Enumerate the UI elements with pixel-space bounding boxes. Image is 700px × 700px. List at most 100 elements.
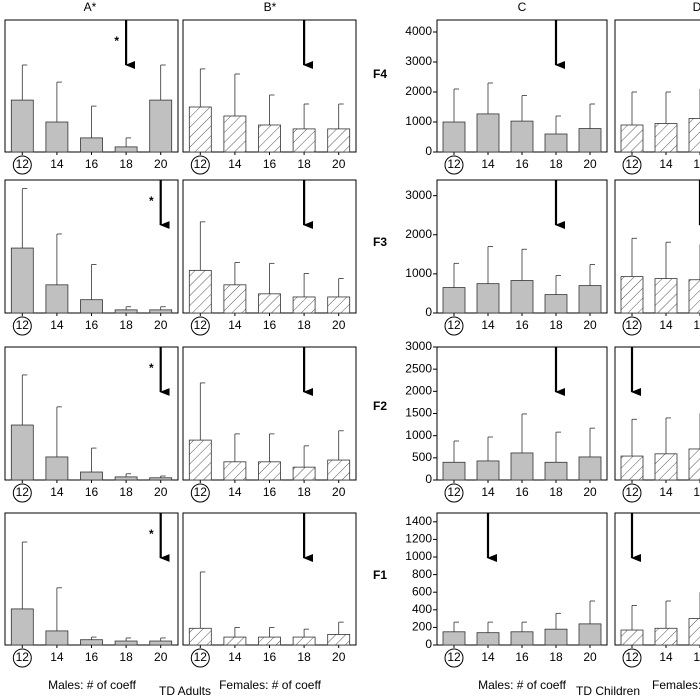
x-tick-label: 14 — [481, 157, 495, 171]
x-tick-label: 16 — [263, 650, 277, 664]
x-tick-label: 16 — [693, 485, 700, 499]
y-tick-label: 0 — [425, 144, 432, 158]
bar — [292, 466, 316, 481]
bar — [114, 476, 138, 481]
bar — [476, 113, 500, 153]
category-circle — [622, 648, 642, 668]
bar — [510, 631, 534, 646]
y-tick-label: 4000 — [405, 24, 432, 38]
category-circle — [444, 483, 464, 503]
category-circle — [622, 155, 642, 175]
y-tick-label: 1000 — [405, 114, 432, 128]
bar — [80, 471, 103, 481]
x-tick-label: 16 — [85, 157, 99, 171]
x-tick-label: 18 — [549, 485, 563, 499]
y-tick-label: 3000 — [405, 54, 432, 68]
x-tick-label: 12 — [16, 318, 30, 332]
x-tick-label: 16 — [85, 485, 99, 499]
bar — [45, 456, 69, 481]
x-tick-label: 14 — [50, 157, 64, 171]
bar — [510, 280, 534, 314]
y-tick-label: 2000 — [405, 384, 432, 398]
x-tick-label: 16 — [693, 650, 700, 664]
x-tick-label: 20 — [583, 485, 597, 499]
x-tick-label: 12 — [16, 157, 30, 171]
category-circle — [622, 483, 642, 503]
category-circle — [190, 648, 210, 668]
column-title: D — [693, 0, 700, 14]
bar — [223, 284, 247, 314]
x-tick-label: 12 — [625, 318, 639, 332]
bar — [258, 293, 281, 314]
bar — [442, 461, 466, 481]
x-tick-label: 12 — [625, 485, 639, 499]
bar — [476, 632, 500, 646]
y-tick-label: 1400 — [405, 514, 432, 528]
x-tick-label: 18 — [119, 650, 133, 664]
y-tick-label: 0 — [425, 305, 432, 319]
asterisk: * — [149, 194, 154, 208]
category-circle — [444, 155, 464, 175]
bar — [80, 639, 103, 646]
bar — [188, 269, 212, 314]
bar — [10, 608, 34, 646]
y-tick-label: 1000 — [405, 428, 432, 442]
x-tick-label: 12 — [16, 485, 30, 499]
x-tick-label: 12 — [447, 485, 461, 499]
bar — [10, 424, 34, 481]
bar — [544, 133, 568, 153]
y-tick-label: 1000 — [405, 549, 432, 563]
x-tick-label: 12 — [447, 650, 461, 664]
x-tick-label: 12 — [194, 318, 208, 332]
x-tick-label: 18 — [549, 650, 563, 664]
y-tick-label: 600 — [412, 584, 432, 598]
footer-label: Females: # of coeff — [219, 678, 321, 692]
x-tick-label: 14 — [228, 318, 242, 332]
bar — [327, 128, 351, 153]
bar — [223, 636, 247, 646]
bar — [149, 640, 173, 646]
x-tick-label: 12 — [447, 318, 461, 332]
bar — [578, 456, 602, 481]
bar — [476, 460, 500, 481]
bar — [114, 146, 138, 153]
footer-label: Males: # of coeff — [478, 678, 566, 692]
bar — [620, 124, 644, 153]
footer-label: TD Adults — [159, 684, 211, 698]
panel-frame — [614, 346, 700, 481]
row-label: F2 — [373, 399, 387, 413]
bar — [654, 627, 678, 646]
bar — [80, 299, 103, 314]
x-tick-label: 16 — [263, 485, 277, 499]
bar — [149, 309, 173, 314]
asterisk: * — [149, 527, 154, 541]
bar — [654, 278, 678, 314]
panel-frame — [614, 19, 700, 153]
category-circle — [12, 316, 32, 336]
x-tick-label: 20 — [154, 157, 168, 171]
bar — [654, 453, 678, 481]
x-tick-label: 14 — [659, 318, 673, 332]
y-tick-label: 400 — [412, 602, 432, 616]
bar — [10, 99, 34, 153]
bar — [188, 439, 212, 481]
category-circle — [12, 483, 32, 503]
x-tick-label: 18 — [119, 318, 133, 332]
bar — [188, 106, 212, 153]
x-tick-label: 14 — [659, 157, 673, 171]
bar — [327, 296, 351, 314]
bar — [114, 309, 138, 314]
x-tick-label: 20 — [332, 157, 346, 171]
x-tick-label: 14 — [50, 650, 64, 664]
y-tick-label: 1200 — [405, 532, 432, 546]
column-title: A* — [84, 0, 97, 14]
panel-frame — [614, 512, 700, 646]
x-tick-label: 18 — [297, 157, 311, 171]
x-tick-label: 16 — [263, 318, 277, 332]
y-tick-label: 0 — [425, 637, 432, 651]
x-tick-label: 18 — [297, 318, 311, 332]
bar — [149, 477, 173, 481]
x-tick-label: 20 — [154, 318, 168, 332]
